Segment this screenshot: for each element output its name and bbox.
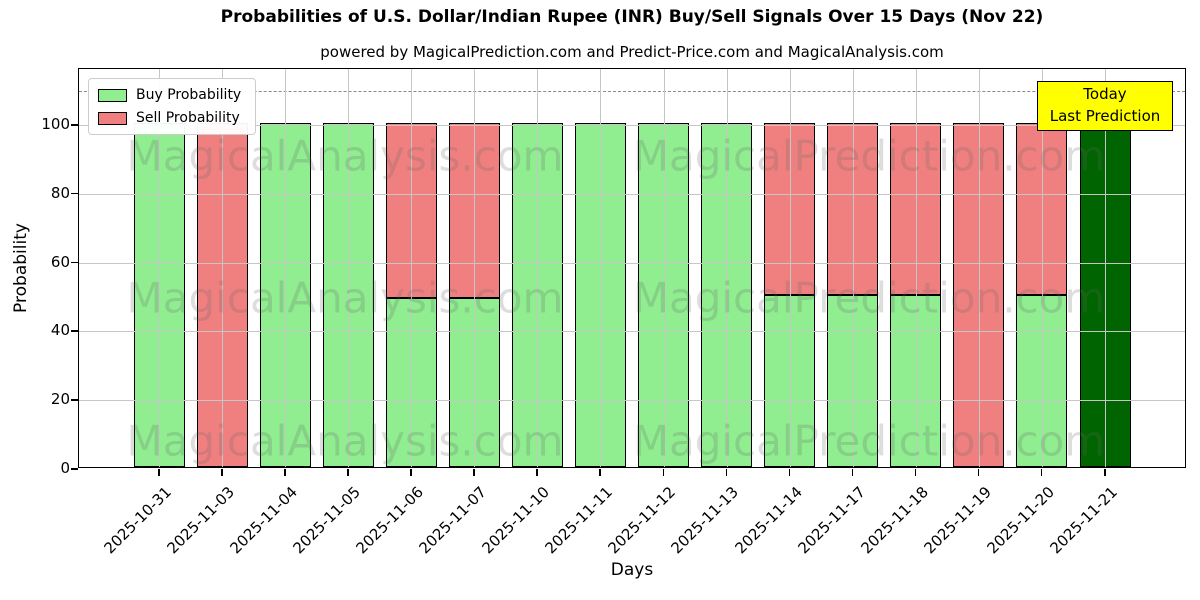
x-tick-mark-2025-11-17 bbox=[851, 469, 854, 476]
x-gridline-2025-11-19 bbox=[978, 69, 980, 467]
x-tick-mark-2025-11-03 bbox=[221, 469, 223, 476]
legend-item-sell: Sell Probability bbox=[98, 110, 241, 126]
y-tick-mark-80 bbox=[71, 192, 78, 195]
x-tick-mark-2025-11-05 bbox=[347, 469, 349, 476]
buy-color-swatch bbox=[98, 88, 127, 102]
x-gridline-2025-11-07 bbox=[474, 69, 476, 467]
y-gridline-40 bbox=[79, 331, 1185, 333]
y-gridline-80 bbox=[79, 193, 1185, 195]
x-tick-mark-2025-10-31 bbox=[158, 469, 160, 476]
y-gridline-20 bbox=[79, 400, 1185, 402]
x-tick-mark-2025-11-20 bbox=[1040, 469, 1043, 476]
x-gridline-2025-11-04 bbox=[285, 69, 287, 467]
chart-subtitle: powered by MagicalPrediction.com and Pre… bbox=[320, 43, 944, 61]
today-annotation-box: Today Last Prediction bbox=[1037, 81, 1173, 131]
x-gridline-2025-11-11 bbox=[600, 69, 602, 467]
legend-label-buy: Buy Probability bbox=[136, 87, 242, 103]
x-gridline-2025-11-12 bbox=[663, 69, 665, 467]
x-gridline-2025-11-06 bbox=[411, 69, 413, 467]
x-tick-mark-2025-11-19 bbox=[977, 469, 980, 476]
y-tick-label-100: 100 bbox=[41, 115, 70, 134]
legend-label-sell: Sell Probability bbox=[136, 110, 240, 126]
x-tick-mark-2025-11-06 bbox=[410, 469, 412, 476]
y-gridline-100 bbox=[79, 125, 1185, 127]
x-gridline-2025-11-18 bbox=[915, 69, 917, 467]
today-annotation-line2: Last Prediction bbox=[1049, 106, 1161, 125]
plot-area: MagicalAnalysis.com MagicalPrediction.co… bbox=[78, 68, 1186, 468]
x-tick-mark-2025-11-04 bbox=[284, 469, 286, 476]
y-tick-mark-20 bbox=[71, 399, 78, 401]
x-tick-label-2025-11-20: 2025-11-20 bbox=[983, 483, 1058, 558]
x-tick-mark-2025-11-11 bbox=[599, 469, 601, 476]
legend: Buy Probability Sell Probability bbox=[88, 78, 257, 135]
x-tick-label-2025-11-03: 2025-11-03 bbox=[163, 483, 238, 558]
x-gridline-2025-10-31 bbox=[159, 69, 160, 467]
sell-color-swatch bbox=[98, 111, 127, 125]
x-gridline-2025-11-14 bbox=[789, 69, 791, 467]
y-tick-mark-60 bbox=[71, 261, 78, 264]
x-tick-mark-2025-11-18 bbox=[914, 469, 917, 476]
x-gridline-2025-11-05 bbox=[348, 69, 350, 467]
x-gridline-2025-11-03 bbox=[222, 69, 224, 467]
y-tick-mark-40 bbox=[71, 330, 78, 332]
x-tick-label-2025-11-05: 2025-11-05 bbox=[289, 483, 364, 558]
today-annotation-line1: Today bbox=[1083, 85, 1127, 103]
x-tick-mark-2025-11-14 bbox=[788, 469, 791, 476]
x-axis-label: Days bbox=[610, 560, 654, 580]
x-tick-label-2025-11-21: 2025-11-21 bbox=[1046, 483, 1121, 558]
x-tick-label-2025-11-07: 2025-11-07 bbox=[415, 483, 491, 558]
chart-title: Probabilities of U.S. Dollar/Indian Rupe… bbox=[220, 7, 1044, 27]
y-tick-label-40: 40 bbox=[50, 321, 70, 340]
x-gridline-2025-11-10 bbox=[537, 69, 539, 467]
x-tick-label-2025-11-19: 2025-11-19 bbox=[920, 483, 995, 558]
x-tick-mark-2025-11-13 bbox=[725, 469, 728, 476]
x-tick-label-2025-11-18: 2025-11-18 bbox=[857, 483, 932, 558]
x-tick-label-2025-10-31: 2025-10-31 bbox=[100, 483, 175, 558]
y-gridline-60 bbox=[79, 262, 1185, 264]
y-tick-mark-100 bbox=[71, 124, 78, 126]
x-tick-label-2025-11-14: 2025-11-14 bbox=[731, 483, 806, 558]
x-tick-label-2025-11-10: 2025-11-10 bbox=[478, 483, 554, 558]
y-tick-label-0: 0 bbox=[60, 459, 70, 477]
x-gridline-2025-11-17 bbox=[852, 69, 854, 467]
x-tick-label-2025-11-13: 2025-11-13 bbox=[667, 483, 743, 558]
x-gridline-2025-11-20 bbox=[1041, 69, 1043, 467]
x-tick-mark-2025-11-07 bbox=[473, 469, 475, 476]
x-tick-label-2025-11-04: 2025-11-04 bbox=[226, 483, 301, 558]
upper-threshold-dashed-line bbox=[79, 90, 1185, 92]
x-gridline-2025-11-13 bbox=[726, 69, 728, 467]
y-tick-label-20: 20 bbox=[50, 390, 70, 409]
x-tick-mark-2025-11-12 bbox=[662, 469, 665, 476]
x-tick-label-2025-11-11: 2025-11-11 bbox=[541, 483, 617, 558]
x-tick-mark-2025-11-21 bbox=[1104, 469, 1106, 476]
x-tick-label-2025-11-06: 2025-11-06 bbox=[352, 483, 428, 558]
legend-item-buy: Buy Probability bbox=[98, 87, 241, 103]
x-tick-mark-2025-11-10 bbox=[536, 469, 538, 476]
x-gridline-2025-11-21 bbox=[1105, 69, 1107, 467]
y-tick-label-80: 80 bbox=[50, 183, 70, 202]
y-tick-label-60: 60 bbox=[50, 252, 70, 271]
y-tick-mark-0 bbox=[71, 468, 78, 470]
